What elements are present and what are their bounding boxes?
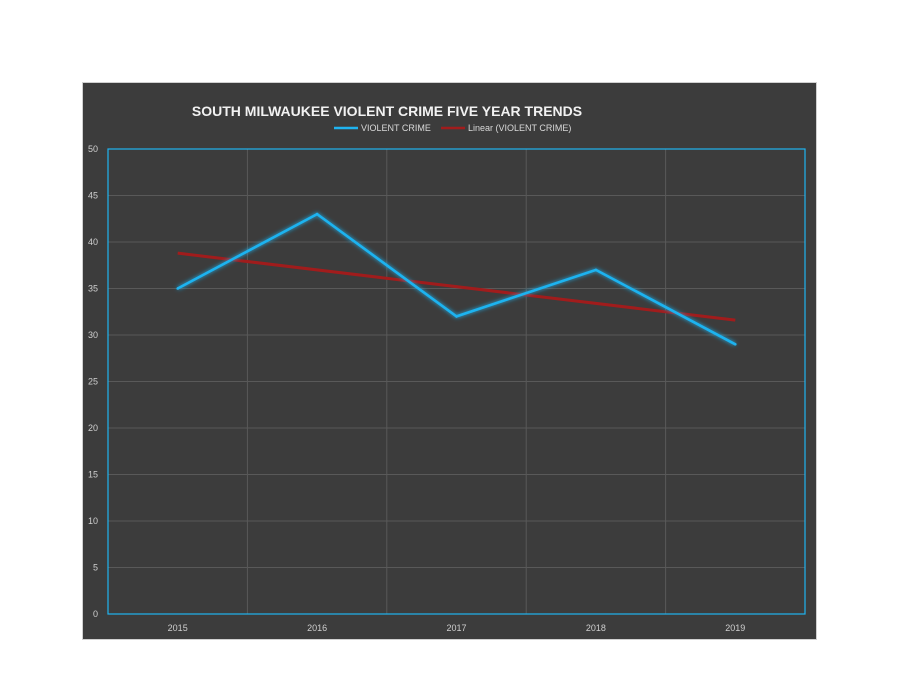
y-axis-ticks: 0 5 10 15 20 25 30 35 40 45 50 <box>88 144 98 619</box>
chart-panel <box>82 82 817 640</box>
legend: VIOLENT CRIME Linear (VIOLENT CRIME) <box>334 123 571 133</box>
y-tick-label: 10 <box>88 516 98 526</box>
y-tick-label: 5 <box>93 563 98 573</box>
y-tick-label: 0 <box>93 609 98 619</box>
y-tick-label: 30 <box>88 330 98 340</box>
legend-label-violent-crime: VIOLENT CRIME <box>361 123 431 133</box>
series-layer <box>176 212 737 346</box>
y-tick-label: 35 <box>88 284 98 294</box>
x-tick-label: 2017 <box>446 623 466 633</box>
x-axis-ticks: 2015 2016 2017 2018 2019 <box>168 623 746 633</box>
y-tick-label: 20 <box>88 423 98 433</box>
data-point <box>594 268 598 272</box>
chart-title: SOUTH MILWAUKEE VIOLENT CRIME FIVE YEAR … <box>192 103 582 119</box>
data-point <box>315 212 319 216</box>
series-line-violent-crime <box>177 212 736 346</box>
data-point <box>734 343 737 346</box>
x-tick-label: 2015 <box>168 623 188 633</box>
x-tick-label: 2019 <box>725 623 745 633</box>
x-tick-label: 2018 <box>586 623 606 633</box>
gridlines <box>108 148 805 615</box>
x-tick-label: 2016 <box>307 623 327 633</box>
y-tick-label: 50 <box>88 144 98 154</box>
trendline-linear-violent-crime <box>177 251 736 322</box>
y-tick-label: 25 <box>88 377 98 387</box>
y-tick-label: 45 <box>88 191 98 201</box>
legend-label-linear-trend: Linear (VIOLENT CRIME) <box>468 123 571 133</box>
data-point <box>455 315 458 318</box>
data-point <box>176 287 179 290</box>
y-tick-label: 40 <box>88 237 98 247</box>
plot-area-border <box>107 148 806 615</box>
y-tick-label: 15 <box>88 470 98 480</box>
